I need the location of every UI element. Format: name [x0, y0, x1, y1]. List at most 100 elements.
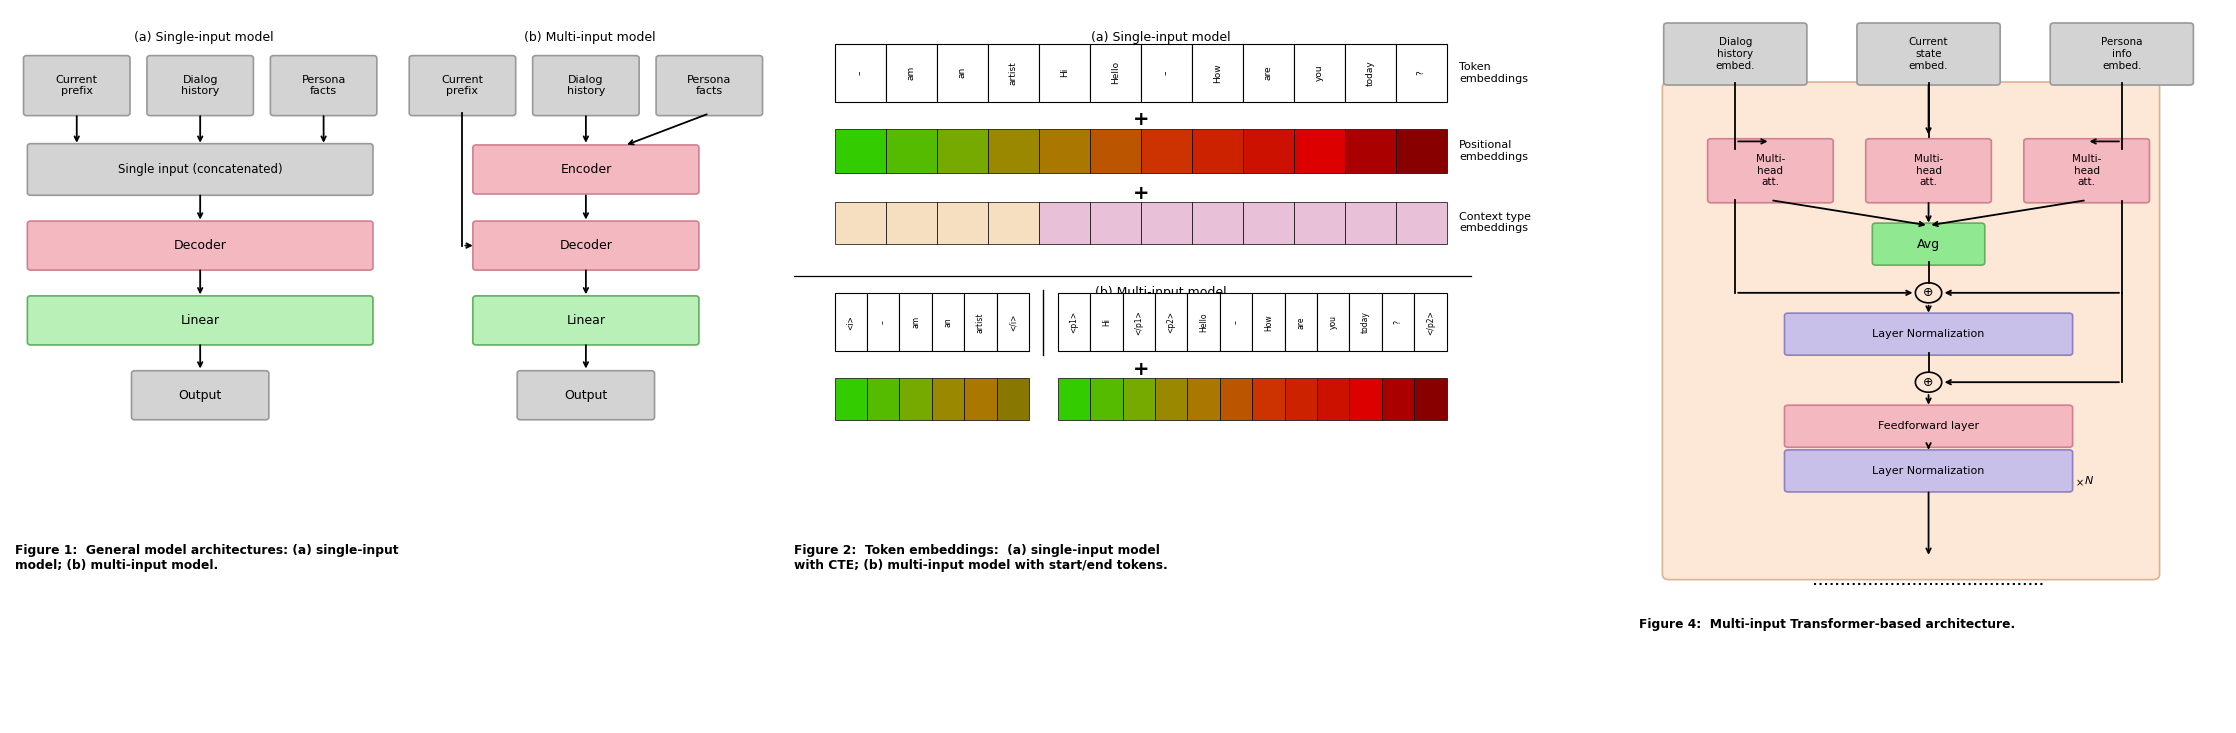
Text: <p2>: <p2>: [1167, 312, 1176, 334]
Text: Dialog
history: Dialog history: [181, 75, 219, 97]
Bar: [1058, 293, 1091, 351]
Text: ⊕: ⊕: [1923, 376, 1934, 388]
Text: Hi: Hi: [1102, 318, 1111, 326]
Bar: [1243, 129, 1295, 173]
Text: Positional
embeddings: Positional embeddings: [1458, 140, 1527, 161]
Bar: [1295, 202, 1344, 243]
Text: Avg: Avg: [1916, 237, 1941, 251]
Text: Dialog
history
embed.: Dialog history embed.: [1715, 37, 1755, 70]
FancyBboxPatch shape: [655, 56, 762, 116]
Bar: [1091, 293, 1122, 351]
Bar: [1351, 293, 1382, 351]
FancyBboxPatch shape: [1664, 23, 1807, 85]
Bar: [834, 377, 868, 420]
Bar: [1252, 293, 1286, 351]
FancyBboxPatch shape: [1708, 139, 1834, 203]
Text: Context type
embeddings: Context type embeddings: [1458, 212, 1532, 234]
Text: How: How: [1212, 63, 1221, 83]
Bar: [964, 293, 997, 351]
Text: Hi: Hi: [1060, 68, 1069, 78]
Text: Layer Normalization: Layer Normalization: [1872, 466, 1986, 476]
Bar: [932, 293, 964, 351]
Text: Linear: Linear: [566, 314, 606, 327]
Text: Decoder: Decoder: [174, 239, 226, 252]
Text: Persona
facts: Persona facts: [686, 75, 731, 97]
Bar: [1382, 293, 1415, 351]
Text: an: an: [944, 317, 953, 327]
Text: –: –: [1232, 320, 1241, 324]
FancyBboxPatch shape: [532, 56, 639, 116]
Bar: [1140, 44, 1192, 102]
FancyBboxPatch shape: [2024, 139, 2149, 203]
Text: am: am: [906, 65, 915, 80]
Bar: [1058, 377, 1091, 420]
Text: Current
prefix: Current prefix: [56, 75, 98, 97]
Bar: [964, 377, 997, 420]
Bar: [1221, 377, 1252, 420]
Bar: [1187, 293, 1221, 351]
Text: you: you: [1328, 315, 1337, 329]
Bar: [1140, 129, 1192, 173]
Text: –: –: [856, 70, 865, 75]
Bar: [1038, 202, 1089, 243]
Bar: [1192, 129, 1243, 173]
Text: +: +: [1131, 360, 1149, 379]
FancyBboxPatch shape: [25, 56, 130, 116]
Bar: [885, 44, 937, 102]
Text: Layer Normalization: Layer Normalization: [1872, 329, 1986, 339]
Bar: [885, 129, 937, 173]
Text: Feedforward layer: Feedforward layer: [1878, 421, 1979, 431]
Bar: [868, 293, 899, 351]
Bar: [1415, 293, 1447, 351]
Text: artist: artist: [975, 312, 986, 333]
Text: Decoder: Decoder: [559, 239, 613, 252]
Text: (b) Multi-input model: (b) Multi-input model: [523, 31, 655, 44]
Text: Figure 1:  General model architectures: (a) single-input
model; (b) multi-input : Figure 1: General model architectures: (…: [16, 544, 398, 572]
Text: How: How: [1263, 314, 1272, 331]
Bar: [1221, 293, 1252, 351]
Bar: [1140, 202, 1192, 243]
FancyBboxPatch shape: [132, 371, 268, 420]
Bar: [1122, 293, 1156, 351]
Text: Hello: Hello: [1198, 312, 1207, 332]
Bar: [1295, 129, 1344, 173]
Bar: [1395, 129, 1447, 173]
Bar: [1344, 202, 1395, 243]
Text: Output: Output: [179, 388, 221, 402]
FancyBboxPatch shape: [1856, 23, 2001, 85]
Bar: [834, 129, 885, 173]
Bar: [1344, 129, 1395, 173]
Bar: [937, 44, 988, 102]
FancyBboxPatch shape: [472, 296, 700, 345]
Bar: [899, 377, 932, 420]
Text: Current
prefix: Current prefix: [440, 75, 483, 97]
Text: –: –: [879, 320, 888, 324]
Text: </p2>: </p2>: [1427, 310, 1436, 335]
Bar: [1243, 202, 1295, 243]
Bar: [1122, 377, 1156, 420]
Bar: [834, 44, 885, 102]
Bar: [1382, 377, 1415, 420]
Text: Hello: Hello: [1111, 61, 1120, 84]
FancyBboxPatch shape: [1865, 139, 1992, 203]
Bar: [1243, 44, 1295, 102]
Bar: [1089, 202, 1140, 243]
Text: today: today: [1362, 312, 1371, 334]
Text: <p1>: <p1>: [1069, 312, 1078, 334]
Text: Linear: Linear: [181, 314, 219, 327]
Text: artist: artist: [1008, 61, 1017, 84]
FancyBboxPatch shape: [27, 296, 373, 345]
FancyBboxPatch shape: [2050, 23, 2194, 85]
Text: are: are: [1263, 65, 1272, 80]
Bar: [1038, 129, 1089, 173]
Text: (a) Single-input model: (a) Single-input model: [1091, 31, 1230, 44]
Text: Token
embeddings: Token embeddings: [1458, 62, 1527, 84]
FancyBboxPatch shape: [1784, 405, 2073, 447]
Text: am: am: [910, 316, 921, 328]
FancyBboxPatch shape: [1784, 313, 2073, 356]
Bar: [1192, 202, 1243, 243]
Text: are: are: [1297, 316, 1306, 328]
Text: ⊕: ⊕: [1923, 287, 1934, 299]
FancyBboxPatch shape: [1784, 450, 2073, 492]
Bar: [988, 202, 1038, 243]
